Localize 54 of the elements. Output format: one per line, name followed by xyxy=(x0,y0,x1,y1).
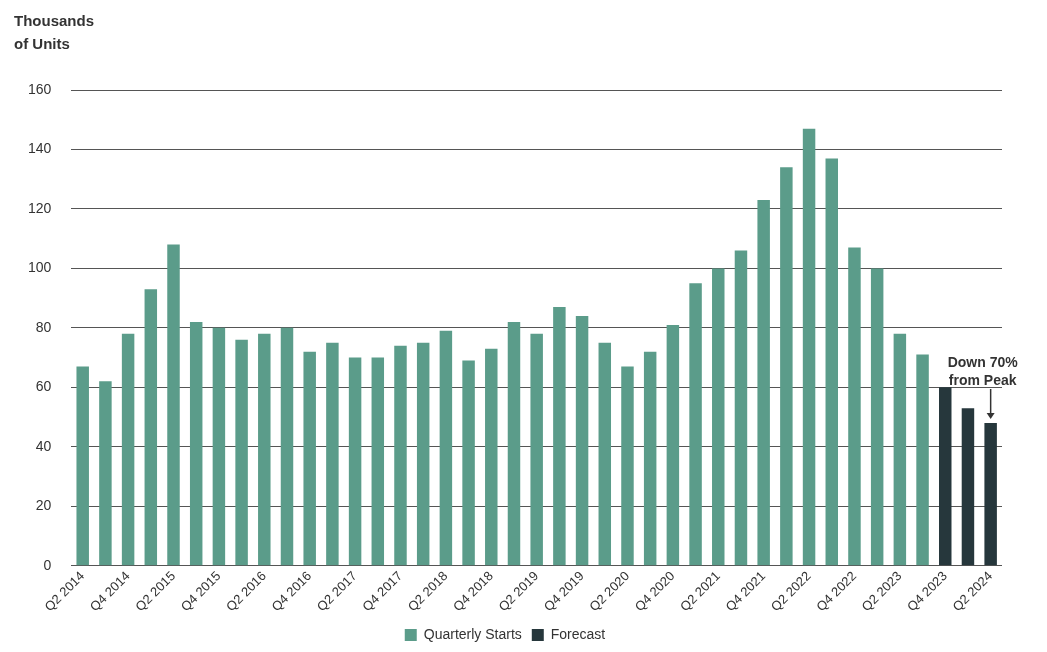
bar xyxy=(598,342,612,566)
bar xyxy=(757,200,770,566)
bar xyxy=(394,345,407,566)
bar xyxy=(99,381,112,566)
bar xyxy=(462,360,475,566)
bar xyxy=(848,247,861,566)
y-tick-label: 80 xyxy=(35,318,52,335)
bar xyxy=(371,357,385,566)
bar xyxy=(326,342,339,566)
bar xyxy=(961,408,975,566)
bar xyxy=(575,315,589,566)
bar xyxy=(485,348,498,566)
bar xyxy=(280,327,294,566)
bar xyxy=(712,268,725,566)
bar xyxy=(212,327,226,566)
bar xyxy=(734,250,748,566)
bar xyxy=(825,158,838,566)
bar xyxy=(666,324,680,566)
bar xyxy=(348,357,362,566)
bar xyxy=(689,283,702,566)
legend-label: Forecast xyxy=(550,625,606,642)
bar xyxy=(780,167,793,566)
y-tick-label: 40 xyxy=(35,437,52,454)
bar xyxy=(235,339,248,566)
bar xyxy=(643,351,657,566)
y-tick-label: 120 xyxy=(28,199,52,216)
bar xyxy=(76,366,89,566)
annotation: Down 70% from Peak xyxy=(947,353,1019,388)
bar xyxy=(621,366,634,566)
bar xyxy=(530,333,543,566)
bar xyxy=(984,422,997,566)
bar xyxy=(916,354,929,566)
bar xyxy=(121,333,135,566)
y-tick-label: 60 xyxy=(35,378,52,395)
y-tick-label: 140 xyxy=(28,140,52,157)
bar xyxy=(303,351,316,566)
y-tick-label: 20 xyxy=(35,497,52,514)
bar xyxy=(939,387,952,566)
bar xyxy=(802,128,816,566)
y-axis-title: Thousands of Units xyxy=(14,11,95,54)
bar xyxy=(893,333,907,566)
bar xyxy=(439,330,453,566)
legend-label: Quarterly Starts xyxy=(423,625,522,642)
bar xyxy=(870,268,884,566)
bar xyxy=(258,333,271,566)
y-tick-label: 160 xyxy=(28,80,52,97)
y-tick-label: 0 xyxy=(43,556,52,573)
bar xyxy=(167,244,180,566)
bar xyxy=(553,307,566,566)
bar xyxy=(144,289,158,566)
bar xyxy=(507,321,521,566)
bar xyxy=(189,321,203,566)
y-tick-label: 100 xyxy=(28,259,52,276)
bar xyxy=(416,342,430,566)
